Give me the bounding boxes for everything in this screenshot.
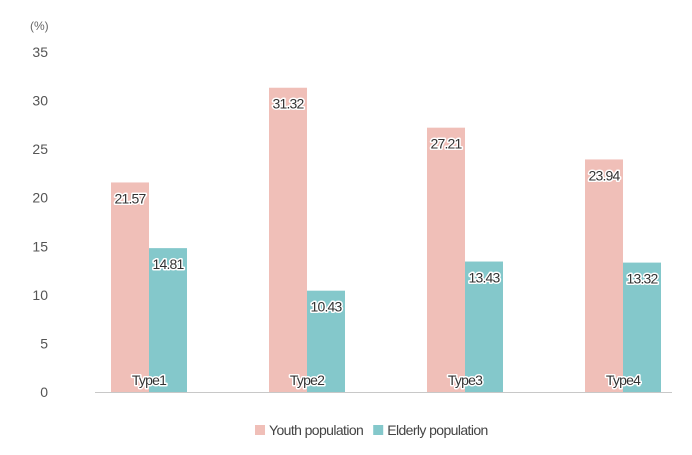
y-tick-label: 0 [40,384,48,400]
bar [465,261,503,392]
bar [307,290,345,392]
bar [149,248,187,392]
category-label: Type1 [132,372,167,388]
legend-label: Elderly population [387,422,488,438]
y-tick-label: 30 [32,93,48,109]
y-tick-label: 5 [40,335,48,351]
data-label: 31.32 [272,96,304,112]
legend-swatch [373,425,384,435]
category-label: Type2 [290,372,325,388]
data-label: 27.21 [430,136,462,152]
category-label: Type3 [448,372,483,388]
bars [111,87,661,393]
bar [111,182,149,392]
data-label: 23.94 [588,167,620,183]
data-labels: 21.57 14.81 31.32 10.43 27.21 13.43 23.94 13.32 [113,94,661,316]
data-label: 13.43 [468,270,500,286]
y-tick-label: 20 [32,190,48,206]
bar [585,159,623,392]
y-tick-label: 25 [32,141,48,157]
category-labels: Type1 Type2 Type3 Type4 [130,371,643,390]
data-label: 21.57 [114,190,146,206]
bar [269,87,307,393]
y-axis-ticks: 0 5 10 15 20 25 30 35 [32,44,48,400]
category-label: Type4 [606,372,641,388]
legend-label: Youth population [269,422,363,438]
data-label: 13.32 [626,271,658,287]
y-axis-unit-label: (%) [30,19,49,33]
data-label: 14.81 [152,256,184,272]
bar [623,262,661,392]
data-label: 10.43 [310,299,342,315]
y-tick-label: 10 [32,287,48,303]
legend-swatch [255,425,265,435]
bar [427,127,465,392]
y-tick-label: 35 [32,44,48,60]
legend: Youth population Elderly population [255,422,488,438]
y-tick-label: 15 [32,238,48,254]
